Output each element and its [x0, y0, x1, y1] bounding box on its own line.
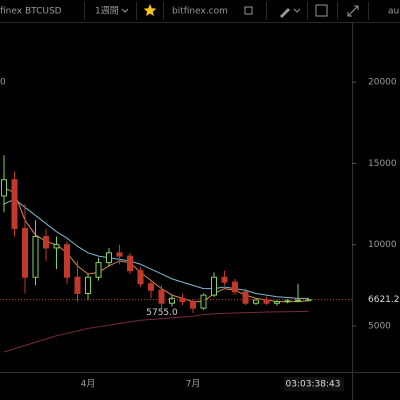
candle-body: [211, 276, 217, 296]
toolbar: finex BTCUSD 1週間 bitfinex.com au: [0, 2, 400, 23]
candle-body: [148, 283, 154, 291]
dropdown-icon: [293, 8, 301, 13]
fullscreen-icon[interactable]: [347, 5, 359, 17]
countdown-box: [284, 377, 344, 391]
last-price-box: [360, 292, 400, 307]
y-tick-label: 20000: [368, 78, 397, 88]
x-tick-label: 4月: [81, 379, 96, 390]
moving-average: [3, 310, 309, 353]
favorite-star[interactable]: [143, 4, 157, 16]
site[interactable]: bitfinex.com: [172, 7, 228, 17]
candle-body: [32, 236, 39, 278]
dropdown-icon: [121, 8, 129, 13]
moving-average: [3, 187, 309, 303]
candle-body: [64, 244, 70, 278]
candle-body: [22, 227, 28, 278]
draw-icon[interactable]: [280, 8, 290, 18]
countdown: 03:03:38:43: [286, 380, 341, 390]
symbol[interactable]: finex BTCUSD: [0, 7, 62, 17]
external-icon[interactable]: [244, 6, 253, 15]
candle-body: [106, 252, 112, 264]
interval[interactable]: 1週間: [95, 6, 119, 17]
legend-fragment: 0: [0, 78, 6, 88]
annotation: 5755.0: [146, 308, 178, 318]
candle-body: [137, 270, 144, 285]
alert-icon[interactable]: [315, 4, 328, 17]
candle-body: [242, 291, 249, 304]
candle-body: [263, 299, 270, 304]
account[interactable]: au: [388, 7, 399, 17]
candle-body: [158, 289, 165, 304]
candle-body: [253, 299, 259, 304]
y-tick-label: 5000: [368, 321, 391, 331]
candle-body: [74, 276, 81, 294]
candle-body: [232, 281, 238, 293]
candle-body: [116, 252, 123, 257]
candle-body: [95, 262, 102, 278]
y-tick-label: 10000: [368, 240, 397, 250]
candle-body: [1, 179, 7, 197]
candle-body: [274, 301, 280, 304]
candle-body: [284, 300, 291, 303]
candle-body: [200, 294, 207, 309]
moving-average: [3, 198, 309, 299]
candle-body: [169, 297, 175, 304]
x-tick-label: 7月: [186, 379, 201, 390]
candle-body: [190, 301, 196, 309]
candle-body: [53, 244, 60, 249]
candle-body: [11, 179, 18, 229]
last-price-label: 6621.2: [368, 295, 400, 305]
candle-body: [85, 276, 91, 294]
candle-body: [43, 236, 49, 249]
y-tick-label: 15000: [368, 159, 397, 169]
candle-body: [127, 255, 133, 272]
candle-body: [221, 276, 228, 283]
